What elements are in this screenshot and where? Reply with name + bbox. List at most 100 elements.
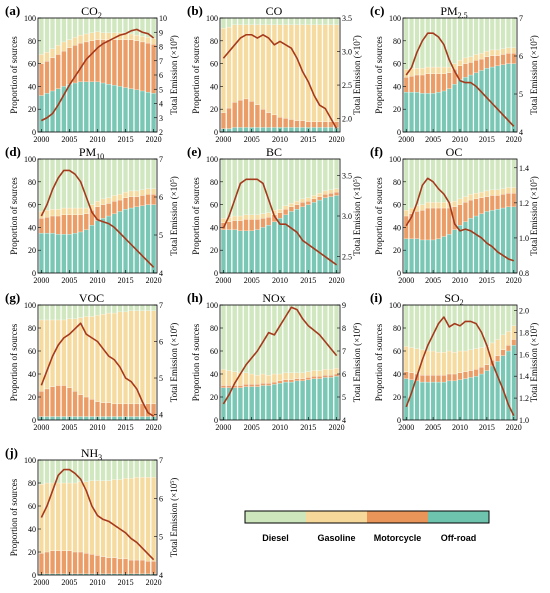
bar-motorcycle-2020 [334, 373, 340, 377]
bar-motorcycle-2006 [72, 214, 78, 234]
bar-motorcycle-2019 [328, 193, 334, 197]
bar-offroad-2011 [463, 378, 468, 421]
bar-offroad-2007 [260, 385, 266, 421]
y-tick-label: 80 [393, 37, 401, 46]
bar-gasoline-2000 [38, 484, 44, 554]
bar-diesel-2009 [89, 158, 95, 205]
bar-diesel-2010 [277, 17, 283, 25]
x-tick-label: 2015 [118, 578, 134, 587]
bar-diesel-2009 [452, 304, 457, 353]
bar-gasoline-2016 [128, 190, 134, 197]
y2-axis-label-exponent: 7 [353, 38, 359, 41]
bar-motorcycle-2005 [67, 550, 72, 574]
bar-motorcycle-2002 [414, 211, 420, 239]
bar-diesel-2012 [468, 158, 474, 195]
y-tick-label: 100 [24, 301, 36, 310]
bar-offroad-2013 [111, 85, 117, 133]
panel-title-main: CO [81, 4, 98, 18]
bar-offroad-2006 [72, 82, 78, 133]
bar-motorcycle-2013 [294, 204, 300, 210]
bar-gasoline-2008 [446, 66, 452, 73]
legend-swatch-motorcycle [367, 511, 428, 523]
bar-motorcycle-2013 [111, 557, 117, 574]
bar-diesel-2014 [117, 158, 123, 195]
bar-gasoline-2002 [232, 215, 238, 221]
bar-offroad-2010 [457, 79, 463, 133]
y2-tick-label: 1.2 [519, 394, 529, 403]
x-tick-label: 2020 [329, 276, 345, 285]
bar-gasoline-2010 [277, 373, 283, 382]
bar-motorcycle-2016 [128, 403, 134, 417]
y-tick-label: 80 [210, 178, 218, 187]
bar-diesel-2014 [479, 17, 484, 54]
y2-tick-label: 9 [342, 301, 346, 310]
bar-diesel-2000 [220, 304, 226, 370]
y2-axis-label-exponent: 3 [530, 326, 536, 329]
y-tick-label: 20 [393, 246, 401, 255]
bar-gasoline-2003 [237, 24, 243, 101]
y-tick-label: 60 [393, 347, 401, 356]
bar-diesel-2000 [403, 158, 409, 211]
bar-gasoline-2020 [151, 477, 157, 562]
total-emission-line [405, 316, 515, 416]
bar-gasoline-2014 [300, 198, 306, 203]
bar-diesel-2000 [38, 459, 44, 485]
bar-offroad-2015 [305, 379, 311, 421]
bar-offroad-2005 [430, 93, 436, 133]
bar-motorcycle-2001 [44, 61, 50, 94]
bar-diesel-2012 [468, 304, 474, 350]
bar-motorcycle-2012 [288, 119, 294, 128]
bar-motorcycle-2013 [111, 39, 117, 86]
bar-gasoline-2019 [145, 310, 151, 405]
bar-offroad-2009 [452, 83, 457, 133]
bar-offroad-2009 [89, 224, 95, 274]
bar-offroad-2009 [271, 127, 277, 133]
y-axis-label: Proportion of sources [9, 323, 19, 401]
bar-gasoline-2010 [277, 24, 283, 118]
bar-offroad-2004 [243, 127, 249, 133]
bar-diesel-2006 [254, 158, 260, 215]
bar-offroad-2014 [300, 127, 306, 133]
bar-gasoline-2018 [322, 369, 328, 376]
bar-offroad-2013 [473, 72, 479, 133]
y2-axis-label: Total Emission (×105) [529, 176, 539, 255]
bar-gasoline-2016 [311, 24, 317, 122]
bar-motorcycle-2019 [145, 194, 151, 205]
chart-panel-e: 0 20 40 60 80 100 2.5 3.0 3.5 2000 2005 2010 2015 202… [187, 144, 362, 285]
y2-tick-label: 4 [519, 128, 523, 137]
bar-offroad-2011 [100, 82, 106, 133]
bar-gasoline-2014 [117, 194, 123, 201]
bar-gasoline-2012 [106, 197, 112, 204]
bar-gasoline-2004 [61, 482, 67, 551]
x-tick-label: 2000 [33, 135, 49, 144]
bar-offroad-2019 [328, 127, 334, 133]
bar-offroad-2018 [500, 64, 506, 133]
y2-axis-label: Total Emission (×105) [529, 35, 539, 114]
x-tick-label: 2010 [272, 276, 288, 285]
bar-diesel-2015 [305, 158, 311, 198]
y-tick-label: 80 [210, 37, 218, 46]
total-emission-line [40, 169, 155, 268]
y2-tick-label: 9 [159, 28, 163, 37]
bar-diesel-2016 [128, 158, 134, 192]
y-tick-label: 60 [393, 60, 401, 69]
bar-motorcycle-2011 [463, 202, 468, 222]
bar-motorcycle-2005 [430, 207, 436, 241]
bar-motorcycle-2020 [334, 191, 340, 196]
bar-offroad-2019 [506, 350, 511, 421]
bar-motorcycle-2012 [106, 203, 112, 217]
bar-offroad-2008 [83, 416, 89, 421]
bar-motorcycle-2015 [305, 201, 311, 205]
y2-tick-label: 3 [159, 114, 163, 123]
bar-gasoline-2006 [436, 352, 441, 376]
bar-diesel-2004 [243, 17, 249, 25]
bar-diesel-2005 [249, 304, 255, 375]
bar-motorcycle-2001 [226, 385, 232, 388]
bar-gasoline-2001 [44, 210, 50, 218]
bar-offroad-2007 [441, 90, 447, 133]
bar-offroad-2016 [311, 202, 317, 274]
bar-diesel-2018 [139, 304, 145, 311]
bar-diesel-2001 [44, 459, 50, 484]
bar-gasoline-2000 [403, 346, 409, 372]
bar-motorcycle-2011 [283, 209, 289, 215]
